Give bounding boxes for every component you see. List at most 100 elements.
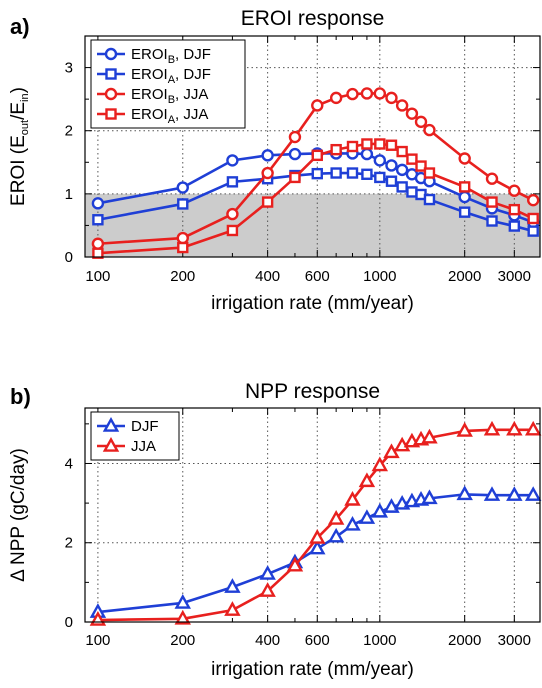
panel-label: a) [10, 14, 30, 39]
data-point [385, 159, 398, 172]
plot-frame [84, 407, 541, 623]
data-point [527, 225, 539, 237]
data-point [174, 594, 191, 609]
data-point [506, 420, 523, 436]
data-point [330, 167, 342, 179]
y-tick-label: 4 [65, 455, 73, 472]
data-point [327, 510, 345, 525]
data-point [423, 193, 436, 206]
data-point [224, 578, 241, 593]
x-tick-label: 200 [170, 268, 195, 285]
x-tick-label: 1000 [363, 632, 396, 649]
data-point [346, 167, 359, 179]
legend-marker [105, 108, 117, 120]
data-point [286, 556, 304, 572]
data-point [415, 160, 427, 172]
data-point [393, 436, 411, 452]
legend-entry: JJA [131, 438, 156, 455]
data-point [226, 176, 239, 188]
data-point [373, 154, 387, 167]
data-point [311, 167, 323, 180]
panel-label: b) [10, 384, 31, 409]
data-point [177, 198, 189, 210]
data-point [259, 582, 276, 597]
legend-marker [105, 68, 117, 80]
legend-box [90, 411, 180, 461]
data-point [383, 443, 400, 459]
shaded-region [85, 193, 540, 257]
data-point [358, 509, 376, 524]
chart-title: NPP response [245, 380, 380, 403]
data-point [373, 87, 387, 100]
data-point [92, 247, 104, 259]
x-tick-label: 2000 [448, 268, 481, 285]
data-point [346, 87, 359, 101]
data-point [385, 175, 398, 187]
data-point [527, 212, 539, 225]
data-point [261, 149, 274, 162]
data-point [360, 87, 374, 100]
x-tick-label: 400 [255, 268, 280, 285]
data-point [406, 153, 418, 165]
data-point [261, 166, 274, 180]
x-tick-label: 1000 [363, 268, 396, 285]
data-point [421, 428, 438, 444]
x-axis-label: irrigation rate (mm/year) [211, 293, 414, 314]
data-point [311, 99, 324, 112]
data-point [361, 168, 373, 180]
legend-entry: DJF [131, 418, 159, 435]
data-point [456, 485, 473, 501]
y-axis-label: Δ NPP (gC/day) [8, 448, 29, 582]
data-point [224, 601, 241, 616]
y-axis-label: EROI (Eout/Ein) [8, 87, 31, 206]
data-point [176, 181, 189, 194]
data-point [288, 130, 302, 144]
data-point [486, 215, 498, 227]
data-point [406, 186, 418, 198]
x-tick-label: 100 [85, 268, 110, 285]
chart-panel-a: 100 200 400 600 1000 2000 3000 0 1 2 3 EROI respons… [8, 7, 541, 314]
data-point [288, 147, 302, 161]
data-point [458, 190, 471, 204]
data-point [524, 486, 542, 501]
x-axis-label: irrigation rate (mm/year) [211, 659, 414, 680]
chart-title: EROI response [241, 7, 385, 30]
data-point [486, 196, 498, 208]
data-point [395, 163, 409, 177]
data-point [508, 203, 521, 216]
y-tick-label: 2 [65, 123, 73, 140]
data-point [327, 527, 345, 543]
x-tick-label: 200 [170, 632, 195, 649]
x-tick-label: 600 [305, 268, 330, 285]
data-point [358, 472, 376, 488]
data-point [458, 152, 471, 165]
data-point [177, 241, 189, 254]
data-point [396, 181, 408, 193]
legend-marker [104, 47, 118, 61]
data-point [311, 149, 323, 162]
data-point [309, 539, 326, 555]
x-tick-label: 100 [85, 632, 110, 649]
data-point [344, 490, 361, 506]
data-point [483, 486, 501, 501]
x-tick-label: 600 [305, 632, 330, 649]
data-point [396, 145, 408, 158]
data-point [524, 420, 542, 436]
data-point [395, 99, 409, 112]
data-point [261, 196, 274, 208]
data-point [374, 138, 386, 150]
data-point [309, 529, 326, 544]
data-point [483, 420, 501, 436]
x-tick-label: 3000 [498, 632, 531, 649]
x-tick-label: 400 [255, 632, 280, 649]
data-point [385, 91, 398, 105]
data-point [346, 140, 359, 153]
data-point [259, 565, 276, 580]
legend-entry: EROIA, JJA [131, 106, 208, 126]
data-point [405, 107, 419, 120]
data-point [360, 147, 374, 161]
data-point [456, 422, 473, 437]
data-point [423, 123, 436, 137]
data-point [371, 456, 389, 472]
